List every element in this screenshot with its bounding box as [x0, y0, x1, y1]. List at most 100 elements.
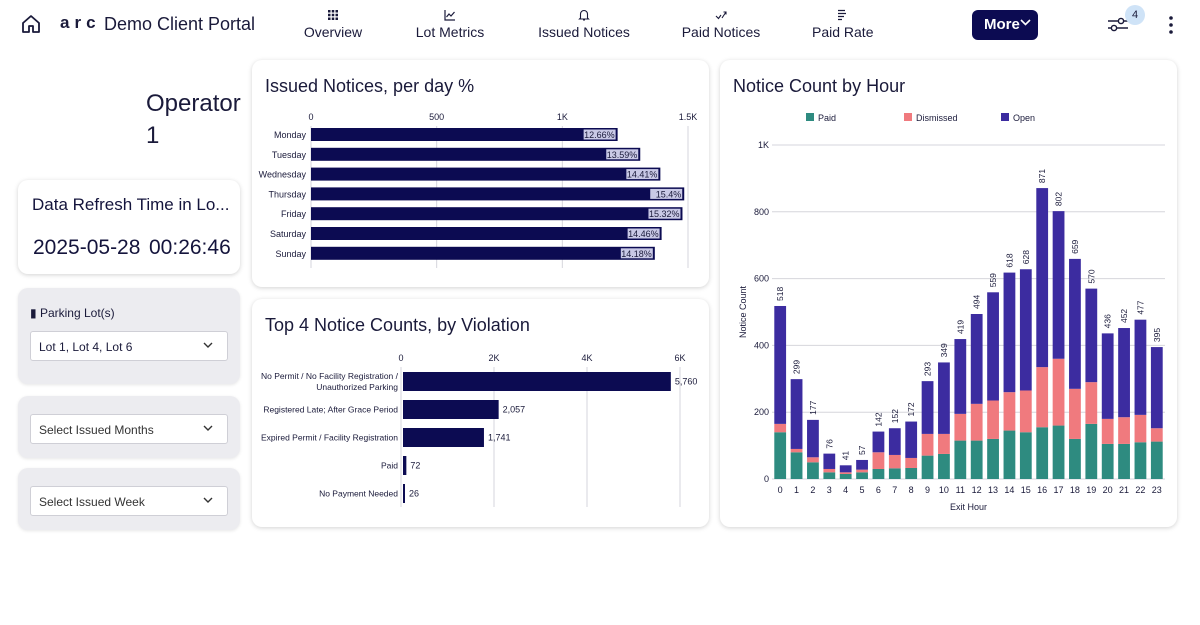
operator-name: Operator 1: [146, 88, 246, 152]
nav-issued-notices[interactable]: Issued Notices: [536, 8, 632, 42]
issued-week-filter: Select Issued Week: [18, 468, 240, 530]
bar-segment: [1118, 443, 1130, 479]
bar-total-label: 299: [792, 360, 802, 374]
x-tick-label: 2K: [488, 353, 499, 363]
bar-segment: [970, 403, 983, 441]
bar-value-label: 15.32%: [649, 209, 680, 219]
bar-segment: [1052, 358, 1065, 426]
parking-lot-value: Lot 1, Lot 4, Lot 6: [39, 340, 133, 354]
legend-swatch: [806, 113, 814, 121]
bar-segment: [1134, 442, 1147, 479]
bar-segment: [1134, 319, 1147, 415]
bar-total-label: 477: [1135, 300, 1145, 314]
bar: [311, 187, 685, 201]
bar-segment: [1085, 288, 1098, 383]
bar-segment: [839, 472, 852, 474]
x-tick-label: 7: [892, 485, 897, 495]
bar-segment: [774, 432, 787, 479]
x-tick-label: 20: [1103, 485, 1113, 495]
bar-segment: [774, 305, 787, 424]
nav-paid-rate[interactable]: Paid Rate: [812, 8, 873, 42]
x-axis-title: Exit Hour: [950, 502, 987, 512]
bar-segment: [938, 362, 950, 434]
x-tick-label: 2: [810, 485, 815, 495]
chevron-down-icon: [203, 497, 213, 503]
nav-overview[interactable]: Overview: [302, 8, 364, 42]
nav-paid-notices[interactable]: Paid Notices: [681, 8, 761, 42]
chevron-down-icon: [203, 425, 213, 431]
bar-value-label: 15.4%: [656, 189, 682, 199]
issued-per-day-chart: 0 500 1K 1.5K Monday 12.66% Tuesday 13.59% Wedne…: [259, 112, 697, 268]
bar-segment: [1134, 414, 1147, 443]
parking-lot-select[interactable]: Lot 1, Lot 4, Lot 6: [30, 331, 228, 361]
x-tick-label: 17: [1054, 485, 1064, 495]
top-notice-counts-panel: Top 4 Notice Counts, by Violation 0 2K 4K 6…: [252, 299, 709, 527]
home-icon[interactable]: [20, 13, 42, 35]
bar-segment: [1085, 423, 1098, 479]
bar-total-label: 628: [1021, 250, 1031, 264]
bar-label-bg: [626, 169, 659, 180]
bar: [403, 484, 405, 503]
bar-segment: [823, 453, 836, 469]
category-label: Thursday: [268, 189, 306, 199]
filter-sliders-icon[interactable]: [1106, 14, 1130, 34]
bar-total-label: 142: [873, 412, 883, 426]
bar-segment: [839, 465, 852, 473]
bar-segment: [872, 468, 885, 479]
refresh-date: 2025-05-28: [33, 236, 141, 259]
document-lines-icon: [838, 9, 846, 21]
bar-segment: [1150, 441, 1163, 479]
bar-segment: [872, 431, 885, 453]
bar-total-label: 293: [923, 362, 933, 376]
bar-total-label: 419: [955, 320, 965, 334]
bar-segment: [888, 428, 901, 455]
filter-count-badge: 4: [1125, 5, 1145, 25]
x-tick-label: 5: [860, 485, 865, 495]
legend-label: Open: [1013, 113, 1035, 123]
bar-segment: [774, 423, 787, 433]
grid-icon: [328, 10, 338, 20]
bar-segment: [938, 453, 950, 479]
bar-segment: [1019, 269, 1032, 391]
x-tick-label: 14: [1004, 485, 1014, 495]
category-label: No Permit / No Facility Registration /: [261, 371, 399, 381]
bar-value-label: 12.66%: [584, 130, 615, 140]
bar-segment: [1085, 382, 1098, 424]
kebab-menu-icon[interactable]: [1164, 14, 1178, 36]
bar-total-label: 494: [972, 295, 982, 309]
issued-months-select[interactable]: Select Issued Months: [30, 414, 228, 444]
bar: [311, 128, 618, 141]
bar-segment: [1101, 333, 1114, 419]
parking-lot-filter: ▮ Parking Lot(s) Lot 1, Lot 4, Lot 6: [18, 288, 240, 384]
bar-value-label: 14.41%: [627, 170, 658, 180]
bar-value-label: 72: [410, 461, 420, 471]
operator-line1: Operator: [146, 90, 241, 117]
nav-lot-metrics[interactable]: Lot Metrics: [414, 8, 486, 42]
x-tick-label: 22: [1135, 485, 1145, 495]
bar-segment: [987, 400, 999, 439]
parking-lot-filter-title: ▮ Parking Lot(s): [30, 306, 115, 320]
bar: [311, 147, 641, 161]
bar-total-label: 177: [808, 400, 818, 414]
chevron-down-icon: [1020, 19, 1031, 26]
nav-label: Overview: [303, 24, 363, 40]
bar-total-label: 518: [775, 287, 785, 301]
issued-week-select[interactable]: Select Issued Week: [30, 486, 228, 516]
more-button[interactable]: More: [972, 10, 1038, 40]
category-label: Friday: [281, 209, 307, 219]
bar-segment: [987, 438, 999, 479]
category-label: Tuesday: [272, 150, 307, 160]
bar-total-label: 41: [841, 451, 851, 461]
bar-segment: [872, 452, 885, 469]
y-axis-title: Notice Count: [738, 285, 748, 338]
bar-segment: [1036, 427, 1049, 479]
y-tick-label: 800: [754, 207, 769, 217]
bar-segment: [938, 433, 950, 454]
bar-segment: [987, 292, 999, 401]
bar-segment: [888, 454, 901, 469]
nav-label: Lot Metrics: [415, 24, 485, 40]
bar-segment: [1101, 443, 1114, 479]
x-tick-label: 0: [398, 353, 403, 363]
bar-segment: [921, 381, 934, 434]
legend-label: Dismissed: [916, 113, 958, 123]
